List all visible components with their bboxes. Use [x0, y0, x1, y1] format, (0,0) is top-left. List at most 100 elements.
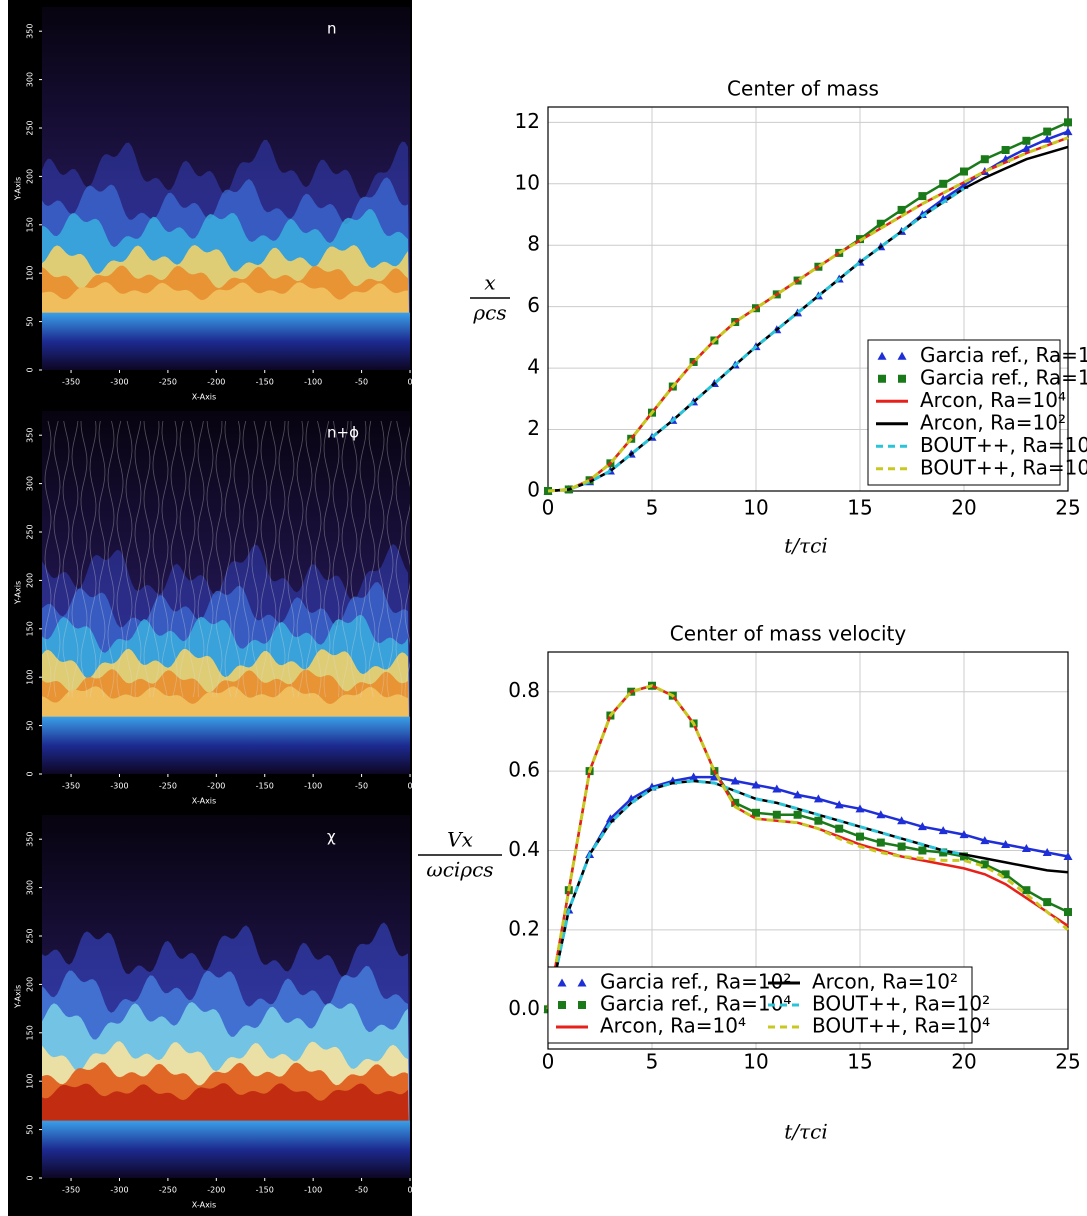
legend-label: BOUT++, Ra=10⁴	[812, 1014, 990, 1038]
series-line	[546, 779, 965, 1010]
x-tick-label: -350	[62, 378, 80, 387]
marker	[1021, 143, 1031, 152]
legend-label: BOUT++, Ra=10⁴	[920, 455, 1087, 479]
wall-band	[42, 1120, 410, 1178]
legend-label: Garcia ref., Ra=10⁴	[600, 992, 791, 1016]
marker	[855, 804, 865, 813]
x-tick-label: -300	[110, 1186, 128, 1195]
y-axis-label-numerator: Vx	[447, 828, 473, 852]
y-axis-label-denominator: ωciρcs	[426, 858, 493, 882]
x-tick-label: -100	[304, 1186, 322, 1195]
marker	[752, 808, 760, 817]
marker	[1064, 118, 1072, 127]
y-tick-label: 250	[26, 524, 35, 539]
series-line	[546, 775, 1069, 1010]
contour	[278, 420, 286, 698]
marker	[959, 830, 969, 839]
field-image	[42, 411, 410, 774]
y-tick-label: 0.4	[508, 837, 540, 861]
x-tick-label: -100	[304, 378, 322, 387]
contour	[98, 420, 106, 698]
legend-label: BOUT++, Ra=10²	[812, 992, 990, 1016]
marker	[834, 800, 844, 809]
series-line	[547, 136, 1069, 493]
marker	[939, 179, 948, 188]
contour	[71, 420, 79, 698]
x-tick-label: -50	[355, 782, 368, 791]
contour	[260, 420, 268, 698]
y-tick-label: 8	[527, 232, 540, 256]
y-tick-label: 4	[527, 355, 540, 379]
series-line	[546, 684, 1069, 1010]
x-tick-label: 5	[646, 496, 659, 520]
legend-label: Garcia ref., Ra=10²	[600, 970, 791, 994]
legend-label: Arcon, Ra=10⁴	[920, 388, 1066, 412]
chart-title: Center of mass velocity	[670, 622, 907, 646]
marker	[1001, 840, 1011, 849]
contour	[395, 420, 403, 698]
series-line	[546, 684, 1069, 1010]
y-tick-label: 0	[527, 478, 540, 502]
contour	[359, 420, 367, 698]
y-axis-label: Y-Axis	[14, 177, 23, 201]
contour	[116, 420, 124, 698]
x-tick-label: -350	[62, 782, 80, 791]
contour	[143, 420, 151, 698]
contour	[242, 420, 250, 698]
y-tick-label: 200	[26, 573, 35, 588]
marker	[813, 794, 823, 803]
y-tick-label: 250	[26, 120, 35, 135]
y-axis-label-numerator: x	[484, 271, 495, 295]
marker	[856, 832, 864, 841]
y-tick-label: 300	[26, 476, 35, 491]
contour	[125, 420, 133, 698]
panel-label: n	[327, 20, 337, 38]
y-tick-label: 50	[26, 1125, 35, 1135]
x-tick-label: -100	[304, 782, 322, 791]
contour	[197, 420, 205, 698]
marker	[1042, 847, 1052, 856]
contour	[332, 420, 340, 698]
marker	[938, 826, 948, 835]
marker	[876, 810, 886, 819]
legend-label: Garcia ref., Ra=10⁴	[920, 365, 1087, 389]
x-axis-label: t/τci	[784, 534, 827, 558]
legend-label: Arcon, Ra=10²	[920, 410, 1066, 434]
marker	[980, 860, 989, 869]
x-tick-label: -350	[62, 1186, 80, 1195]
wall-band	[42, 716, 410, 774]
x-tick-label: -300	[110, 782, 128, 791]
y-tick-label: 350	[26, 832, 35, 847]
x-tick-label: -250	[159, 1186, 177, 1195]
marker	[709, 772, 719, 781]
y-tick-label: 350	[26, 428, 35, 443]
marker	[897, 351, 907, 360]
marker	[1021, 844, 1031, 853]
marker	[939, 848, 948, 857]
y-tick-label: 150	[26, 621, 35, 636]
contour	[296, 420, 304, 698]
contour	[179, 420, 187, 698]
marker	[793, 790, 803, 799]
y-tick-label: 300	[26, 72, 35, 87]
series-line	[546, 684, 1069, 1010]
marker	[960, 852, 968, 861]
contour	[206, 420, 214, 697]
x-tick-label: 15	[847, 1050, 872, 1074]
contour	[323, 420, 331, 698]
x-tick-label: 25	[1055, 1050, 1080, 1074]
contour	[170, 420, 178, 698]
y-tick-label: 200	[26, 977, 35, 992]
marker	[1022, 136, 1031, 145]
wall-band	[42, 312, 410, 370]
marker	[557, 978, 567, 987]
marker	[897, 842, 906, 851]
y-tick-label: 12	[515, 109, 540, 133]
contour	[314, 420, 322, 698]
plot-area	[543, 681, 1073, 1014]
y-axis-label: Y-Axis	[14, 581, 23, 605]
marker	[835, 824, 844, 833]
